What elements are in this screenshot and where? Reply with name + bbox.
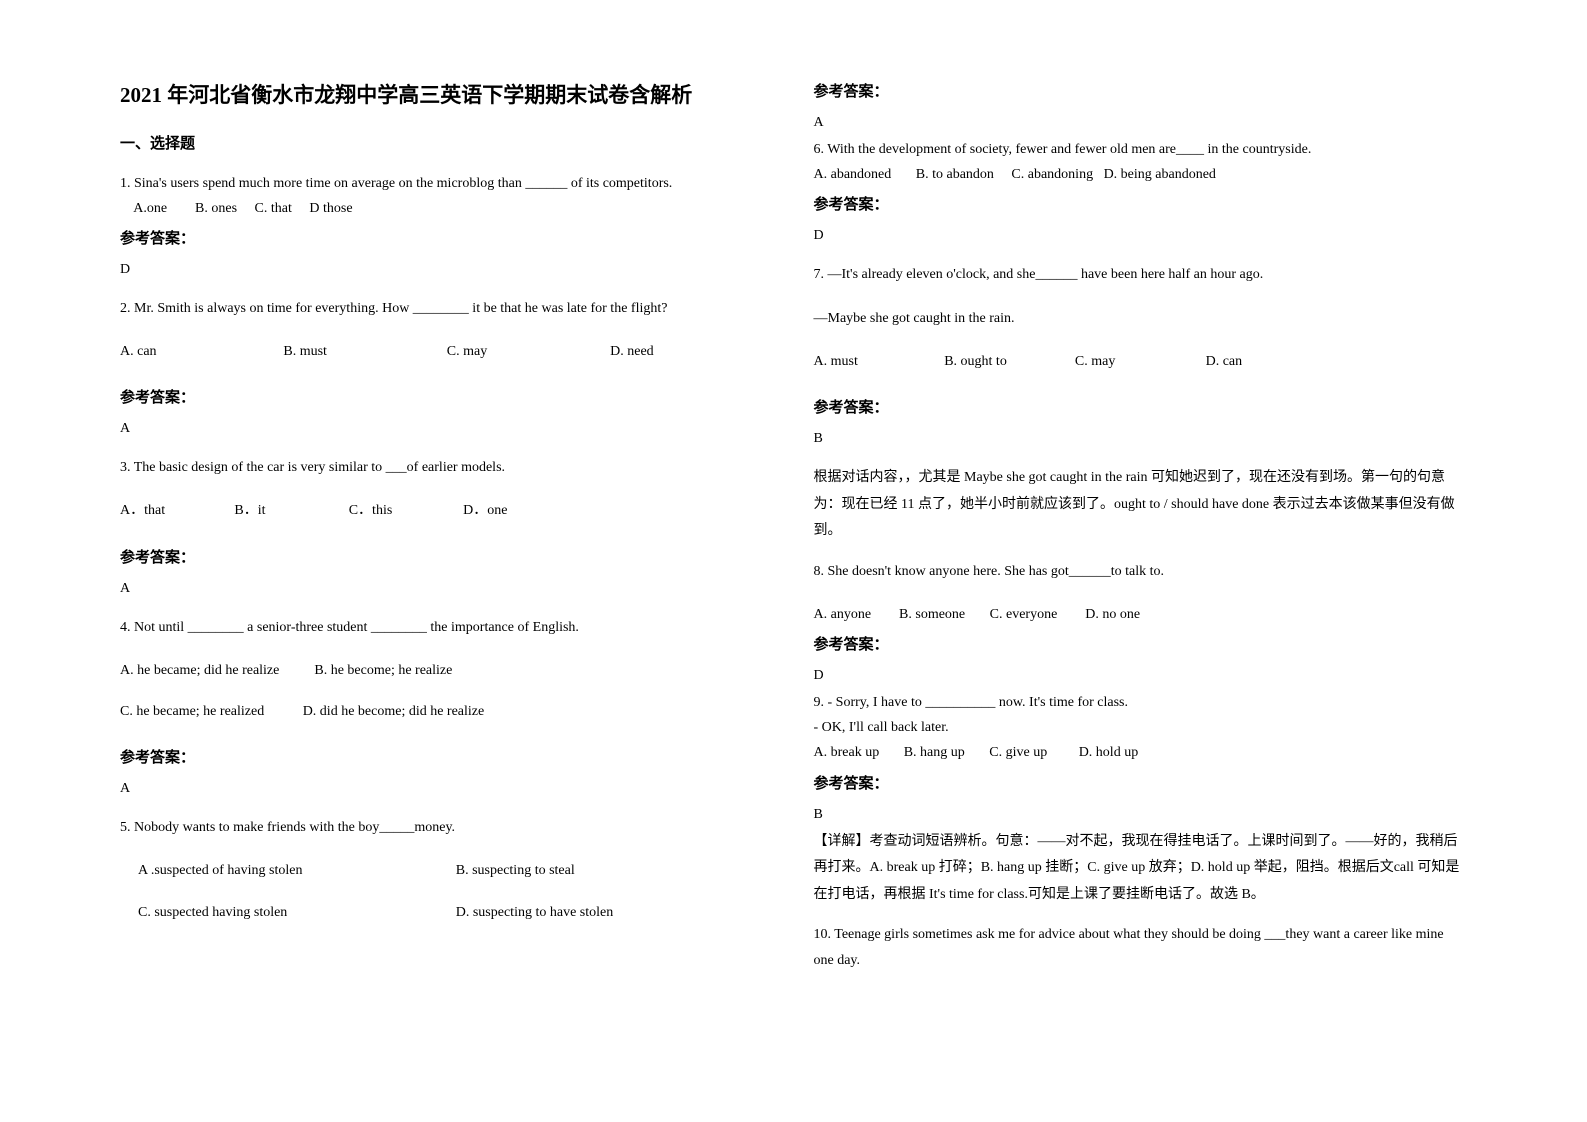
q6-answer-label: 参考答案： [814,193,1468,214]
q1-options: A.one B. ones C. that D those [120,196,774,221]
q4-answer-label: 参考答案： [120,746,774,767]
q5-opt-d: D. suspecting to have stolen [456,900,774,925]
q7-opt-c: C. may [1075,349,1206,374]
q7-opt-a: A. must [814,349,945,374]
q9-text1: 9. - Sorry, I have to __________ now. It… [814,690,1468,715]
q3-opt-a: A．that [120,498,234,523]
q7-explanation: 根据对话内容，，尤其是 Maybe she got caught in the … [814,465,1468,545]
q2-opt-b: B. must [283,339,446,364]
q7-opt-b: B. ought to [944,349,1075,374]
q3-opt-d: D．one [463,498,577,523]
q5-options-line1: A .suspected of having stolen B. suspect… [120,858,774,883]
q1-text: 1. Sina's users spend much more time on … [120,171,774,196]
q5-text: 5. Nobody wants to make friends with the… [120,815,774,840]
q3-options: A．that B．it C．this D．one [120,498,577,523]
q4-options-line2: C. he became; he realized D. did he beco… [120,699,774,724]
q5-opt-b: B. suspecting to steal [456,858,774,883]
q2-answer: A [120,421,774,437]
q4-options-line1: A. he became; did he realize B. he becom… [120,658,774,683]
q2-opt-c: C. may [447,339,610,364]
q3-answer-label: 参考答案： [120,546,774,567]
q7-answer-label: 参考答案： [814,396,1468,417]
q6-answer: D [814,228,1468,244]
q5-answer-label: 参考答案： [814,80,1468,101]
q5-options-line2: C. suspected having stolen D. suspecting… [120,900,774,925]
q6-options: A. abandoned B. to abandon C. abandoning… [814,162,1468,187]
q6-text: 6. With the development of society, fewe… [814,137,1468,162]
section-header: 一、选择题 [120,132,774,153]
q8-answer-label: 参考答案： [814,633,1468,654]
q10-text: 10. Teenage girls sometimes ask me for a… [814,922,1468,972]
q3-answer: A [120,581,774,597]
q2-opt-d: D. need [610,339,773,364]
q2-opt-a: A. can [120,339,283,364]
q7-text1: 7. —It's already eleven o'clock, and she… [814,262,1468,287]
q4-text: 4. Not until ________ a senior-three stu… [120,615,774,640]
q7-options: A. must B. ought to C. may D. can [814,349,1337,374]
q8-text: 8. She doesn't know anyone here. She has… [814,559,1468,584]
q2-options: A. can B. must C. may D. need [120,339,774,364]
q2-text: 2. Mr. Smith is always on time for every… [120,296,774,321]
q8-options: A. anyone B. someone C. everyone D. no o… [814,602,1468,627]
q3-text: 3. The basic design of the car is very s… [120,455,774,480]
q9-text2: - OK, I'll call back later. [814,715,1468,740]
q4-answer: A [120,781,774,797]
q5-answer: A [814,115,1468,131]
q9-answer-label: 参考答案： [814,772,1468,793]
q5-opt-a: A .suspected of having stolen [138,858,456,883]
q5-opt-c: C. suspected having stolen [138,900,456,925]
q7-opt-d: D. can [1206,349,1337,374]
q3-opt-b: B．it [234,498,348,523]
q9-options: A. break up B. hang up C. give up D. hol… [814,740,1468,765]
left-column: 2021 年河北省衡水市龙翔中学高三英语下学期期末试卷含解析 一、选择题 1. … [100,80,794,1082]
q9-answer: B [814,807,1468,823]
right-column: 参考答案： A 6. With the development of socie… [794,80,1488,1082]
q8-answer: D [814,668,1468,684]
q3-opt-c: C．this [349,498,463,523]
q2-answer-label: 参考答案： [120,386,774,407]
q1-answer: D [120,262,774,278]
q9-explanation: 【详解】考查动词短语辨析。句意：——对不起，我现在得挂电话了。上课时间到了。——… [814,829,1468,909]
q7-answer: B [814,431,1468,447]
q7-text2: —Maybe she got caught in the rain. [814,306,1468,331]
q1-answer-label: 参考答案： [120,227,774,248]
page-title: 2021 年河北省衡水市龙翔中学高三英语下学期期末试卷含解析 [120,80,774,112]
